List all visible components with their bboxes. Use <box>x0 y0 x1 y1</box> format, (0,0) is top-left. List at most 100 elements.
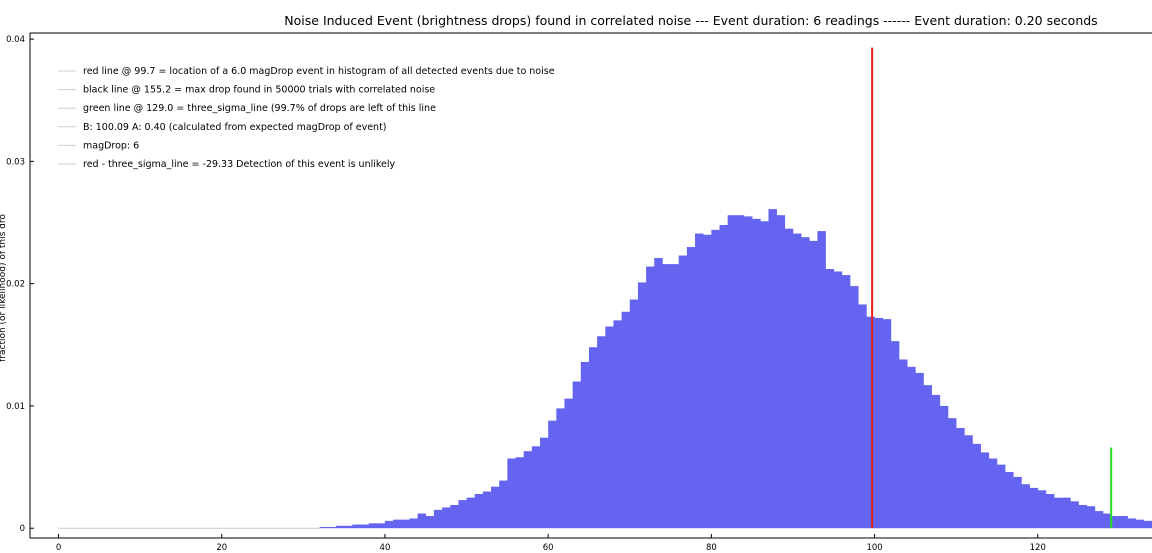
histogram-bar <box>507 458 516 529</box>
histogram-bar <box>1094 511 1104 529</box>
histogram-bar <box>491 486 500 529</box>
histogram-bar <box>466 497 476 529</box>
x-tick-label: 40 <box>380 543 391 553</box>
histogram-bar <box>646 266 655 529</box>
legend-entry: B: 100.09 A: 0.40 (calculated from expec… <box>83 122 387 133</box>
histogram-bar <box>670 264 680 529</box>
histogram-bar <box>866 316 875 529</box>
histogram-bar <box>319 526 329 529</box>
histogram-bar <box>776 215 786 529</box>
histogram-bar <box>352 524 361 529</box>
histogram-bar <box>580 361 590 529</box>
histogram-bar <box>1054 497 1063 529</box>
histogram-bar <box>1013 476 1022 529</box>
histogram-bar <box>817 231 826 529</box>
histogram-bar <box>801 237 810 529</box>
histogram-bar <box>850 286 859 529</box>
histogram-bar <box>858 304 867 529</box>
y-axis-label: fraction (or likelihood) of this dro <box>0 214 8 362</box>
histogram-bar <box>417 513 427 529</box>
histogram-bar <box>890 341 900 529</box>
histogram-bar <box>523 451 533 529</box>
histogram-bar <box>540 437 549 529</box>
legend: red line @ 99.7 = location of a 6.0 magD… <box>58 66 555 170</box>
histogram-bar <box>752 218 761 529</box>
histogram-bar <box>336 525 345 529</box>
histogram-bar <box>907 366 916 529</box>
legend-entry: red - three_sigma_line = -29.33 Detectio… <box>83 159 396 170</box>
histogram-bar <box>833 271 843 529</box>
histogram-bar <box>988 458 998 529</box>
histogram-bar <box>1127 518 1136 529</box>
histogram-bar <box>1005 471 1014 529</box>
x-tick-label: 80 <box>706 543 717 553</box>
histogram-bar <box>662 264 671 529</box>
x-tick-label: 60 <box>543 543 554 553</box>
histogram-bar <box>678 255 688 529</box>
histogram-bar <box>1029 487 1039 529</box>
histogram-bar <box>327 526 337 529</box>
histogram-bar <box>654 257 663 529</box>
histogram-bar <box>629 299 639 529</box>
y-tick-label: 0.04 <box>6 35 25 45</box>
histogram-bar <box>344 525 353 529</box>
histogram-bar <box>393 519 402 529</box>
histogram-bar <box>548 420 557 529</box>
histogram-bar <box>686 246 696 529</box>
histogram-bar <box>972 443 981 529</box>
histogram-bar <box>588 347 598 529</box>
histogram-bar <box>368 523 378 529</box>
y-tick-label: 0.02 <box>6 280 25 290</box>
histogram-bar <box>474 493 484 529</box>
histogram-bar <box>1037 490 1047 529</box>
histogram-bar <box>515 457 524 529</box>
histogram-bar <box>735 215 745 529</box>
histogram-bar <box>499 480 508 529</box>
histogram-bar <box>760 221 769 529</box>
plot-area: 0 20 40 60 80 100 120 0 0.01 0.02 0.03 0.04 <box>6 32 1152 553</box>
histogram-bar <box>1086 506 1096 529</box>
histogram-bar <box>727 215 737 529</box>
histogram-bar <box>613 320 622 529</box>
legend-entry: red line @ 99.7 = location of a 6.0 magD… <box>83 66 555 77</box>
histogram-bar <box>482 491 492 529</box>
histogram-bar <box>1135 519 1145 529</box>
histogram-bar <box>980 452 990 529</box>
histogram-bar <box>556 408 565 529</box>
histogram-bar <box>792 233 802 529</box>
histogram-bar <box>1103 513 1112 529</box>
histogram-bar <box>442 507 451 529</box>
x-tick-label: 0 <box>56 543 61 553</box>
histogram-bar <box>874 317 884 529</box>
histogram-bar <box>703 234 712 529</box>
histogram-bar <box>964 435 973 529</box>
x-tick-label: 20 <box>216 543 227 553</box>
histogram-bar <box>564 398 573 529</box>
histogram-bar <box>1070 501 1079 529</box>
histogram-bar <box>784 228 794 529</box>
histogram-bar <box>923 385 932 529</box>
histogram-bar <box>695 233 704 529</box>
histogram-bar <box>939 405 949 529</box>
histogram-bar <box>744 216 753 529</box>
legend-entry: black line @ 155.2 = max drop found in 5… <box>83 85 435 96</box>
histogram-bar <box>605 326 614 529</box>
histogram-bar <box>1045 493 1055 529</box>
histogram-bar <box>809 240 818 529</box>
histogram-bar <box>409 518 418 529</box>
chart-title: Noise Induced Event (brightness drops) f… <box>284 13 1097 28</box>
histogram-bar <box>1119 515 1128 529</box>
histogram-bar <box>458 500 467 529</box>
histogram-bar <box>1062 497 1071 529</box>
histogram-bar <box>401 519 410 529</box>
histogram-bar <box>531 446 541 529</box>
histogram-bar <box>425 515 435 529</box>
histogram-bar <box>1111 515 1120 529</box>
histogram-bar <box>768 209 777 529</box>
histogram-bar <box>956 427 965 529</box>
histogram-bar <box>1078 504 1088 529</box>
histogram-bar <box>376 523 386 529</box>
histogram-bar <box>1143 520 1152 529</box>
histogram-bar <box>621 311 631 529</box>
